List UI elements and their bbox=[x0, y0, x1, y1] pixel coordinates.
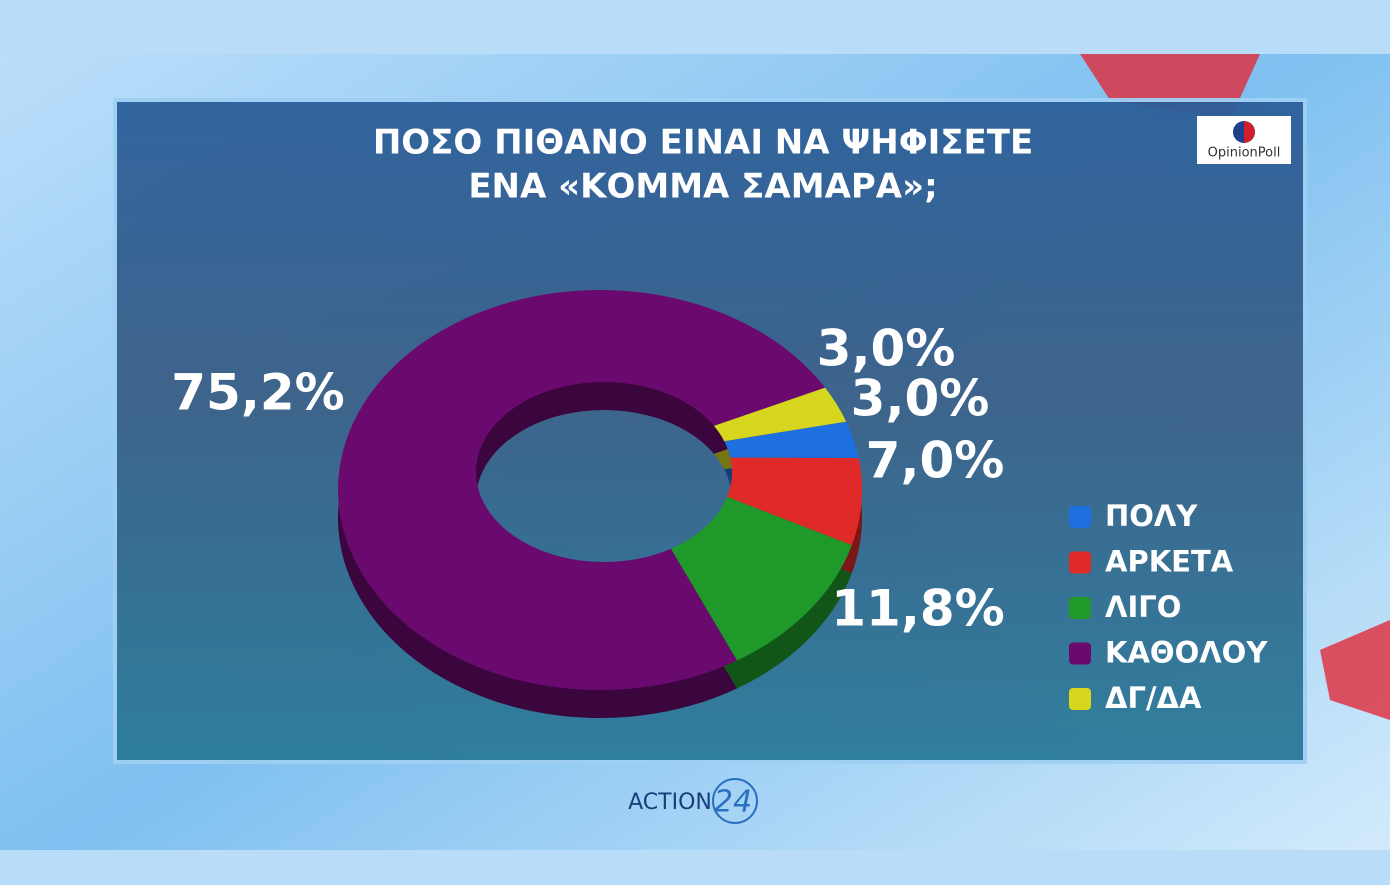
title: ΕΝΑ «ΚΟΜΜΑ ΣΑΜΑΡΑ»; bbox=[468, 167, 937, 207]
channel-logo-ring bbox=[712, 778, 758, 824]
slice bbox=[713, 387, 847, 442]
slice bbox=[670, 496, 852, 661]
legend-label: ΛΙΓΟ bbox=[1105, 590, 1181, 624]
legend-swatch bbox=[1069, 642, 1091, 665]
channel-logo: ACTION bbox=[628, 790, 712, 815]
legend-swatch bbox=[1069, 597, 1091, 619]
data-label: 11,8% bbox=[831, 580, 1004, 638]
legend-swatch bbox=[1069, 688, 1091, 710]
legend-swatch bbox=[1069, 506, 1091, 528]
legend-swatch bbox=[1069, 551, 1091, 574]
legend-label: ΔΓ/ΔΑ bbox=[1105, 681, 1202, 715]
slice bbox=[727, 457, 862, 546]
legend-label: ΚΑΘΟΛΟΥ bbox=[1105, 636, 1268, 670]
data-label: 75,2% bbox=[171, 364, 344, 422]
top-band bbox=[0, 0, 1390, 54]
bottom-band bbox=[0, 850, 1390, 885]
data-label: 7,0% bbox=[866, 432, 1005, 490]
pollster-logo: OpinionPoll bbox=[1208, 146, 1281, 161]
legend-label: ΑΡΚΕΤΑ bbox=[1105, 545, 1234, 579]
pollster-logo-icon bbox=[1244, 121, 1255, 143]
data-label: 3,0% bbox=[851, 370, 990, 428]
slice bbox=[724, 421, 859, 459]
data-label: 3,0% bbox=[817, 320, 956, 378]
decor bbox=[1320, 620, 1390, 720]
slice bbox=[337, 289, 826, 690]
legend-label: ΠΟΛΥ bbox=[1105, 499, 1198, 533]
channel-logo-number: 24 bbox=[714, 785, 752, 820]
title: ΠΟΣΟ ΠΙΘΑΝΟ ΕΙΝΑΙ ΝΑ ΨΗΦΙΣΕΤΕ bbox=[373, 123, 1033, 163]
